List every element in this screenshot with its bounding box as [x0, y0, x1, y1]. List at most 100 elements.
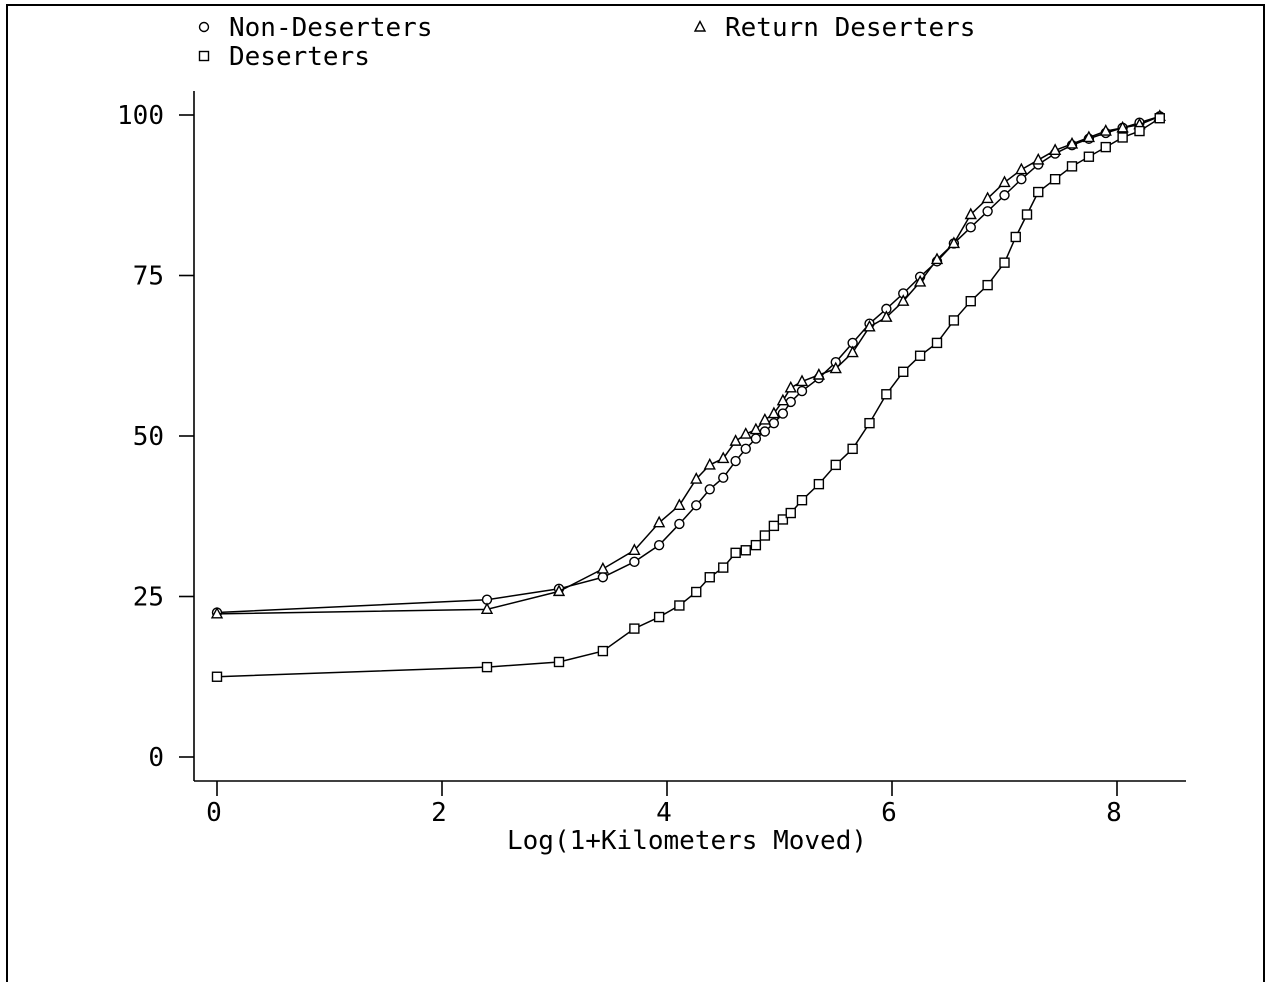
data-point — [999, 190, 1010, 201]
series-line — [216, 115, 1161, 615]
data-point — [948, 315, 960, 326]
data-point — [597, 572, 609, 583]
data-point — [553, 656, 565, 668]
chart-frame — [6, 4, 1265, 982]
data-point — [758, 412, 772, 425]
data-point — [913, 274, 927, 287]
series-non-deserters — [211, 111, 1165, 618]
y-tick-label-25: 25 — [133, 583, 164, 613]
x-tick-label-0: 0 — [206, 798, 222, 828]
legend-label: Return Deserters — [725, 13, 975, 43]
data-point — [552, 584, 566, 597]
data-point — [1032, 152, 1045, 165]
legend-item: Non-Deserters — [198, 13, 433, 43]
x-tick-label-6: 6 — [881, 798, 897, 828]
data-point — [690, 472, 703, 484]
data-point — [749, 422, 763, 435]
data-point — [628, 543, 641, 555]
data-point — [1021, 209, 1033, 220]
data-point — [965, 222, 976, 233]
data-point — [768, 520, 780, 532]
data-point — [864, 417, 875, 429]
data-point — [1016, 173, 1027, 185]
data-point — [691, 586, 702, 598]
legend-item: Deserters — [198, 42, 370, 72]
data-point — [931, 337, 943, 349]
data-point — [673, 498, 686, 511]
data-point — [750, 433, 762, 444]
data-point — [1049, 173, 1061, 185]
data-point — [674, 600, 685, 611]
legend-marker — [693, 19, 707, 32]
legend-label: Deserters — [229, 42, 370, 72]
data-point — [1134, 125, 1145, 137]
data-point — [1048, 143, 1062, 156]
y-tick-label-75: 75 — [133, 262, 164, 292]
data-point — [704, 484, 715, 495]
x-tick-label-8: 8 — [1106, 798, 1122, 828]
legend: Non-Deserters Return Deserters Deserters — [198, 13, 975, 72]
data-point — [897, 294, 910, 306]
data-point — [759, 426, 771, 437]
data-point — [768, 417, 780, 429]
data-point — [1066, 161, 1078, 172]
data-point — [796, 495, 808, 506]
x-tick-label-2: 2 — [431, 798, 447, 828]
series-layer — [210, 109, 1166, 682]
data-point — [703, 457, 716, 470]
data-point — [1010, 231, 1021, 243]
data-point — [880, 310, 893, 322]
data-point — [1015, 162, 1028, 175]
data-point — [795, 374, 809, 387]
data-point — [914, 350, 926, 361]
data-point — [812, 368, 826, 380]
legend-item: Return Deserters — [693, 13, 975, 43]
series-line — [216, 115, 1160, 614]
data-point — [1065, 136, 1079, 149]
data-point — [796, 385, 808, 397]
data-point — [739, 427, 752, 439]
data-point — [653, 611, 665, 623]
data-point — [674, 518, 685, 530]
data-point — [846, 345, 859, 358]
legend-marker — [198, 50, 210, 62]
x-axis-label: Log(1+Kilometers Moved) — [507, 826, 867, 856]
legend-marker — [198, 21, 210, 33]
data-point — [982, 206, 993, 217]
data-point — [480, 602, 494, 615]
data-point — [1033, 186, 1044, 198]
data-point — [777, 408, 789, 419]
data-point — [1154, 113, 1165, 124]
data-point — [597, 645, 609, 657]
data-point — [481, 661, 493, 673]
data-point — [1099, 124, 1112, 136]
data-point — [729, 434, 742, 446]
data-point — [740, 443, 751, 455]
data-point — [863, 319, 876, 332]
data-point — [830, 459, 841, 471]
data-point — [730, 547, 741, 559]
data-point — [982, 279, 993, 291]
legend-label: Non-Deserters — [229, 13, 433, 43]
data-point — [930, 252, 944, 265]
data-point — [847, 443, 858, 455]
data-point — [1082, 130, 1096, 143]
data-point — [777, 514, 789, 525]
series-return-deserters — [210, 109, 1166, 619]
data-point — [717, 451, 730, 464]
axes: 0 25 50 75 100 0 2 4 6 8 — [117, 91, 1186, 828]
data-point — [211, 671, 223, 682]
data-point — [964, 207, 977, 220]
data-point — [1117, 132, 1128, 143]
data-point — [653, 539, 665, 551]
data-point — [947, 236, 961, 249]
data-point — [629, 623, 640, 634]
data-point — [629, 556, 640, 568]
data-point — [718, 472, 729, 483]
data-point — [740, 545, 751, 556]
data-point — [898, 366, 909, 377]
series-line — [216, 117, 1161, 678]
data-point — [965, 295, 976, 307]
data-point — [730, 455, 741, 467]
